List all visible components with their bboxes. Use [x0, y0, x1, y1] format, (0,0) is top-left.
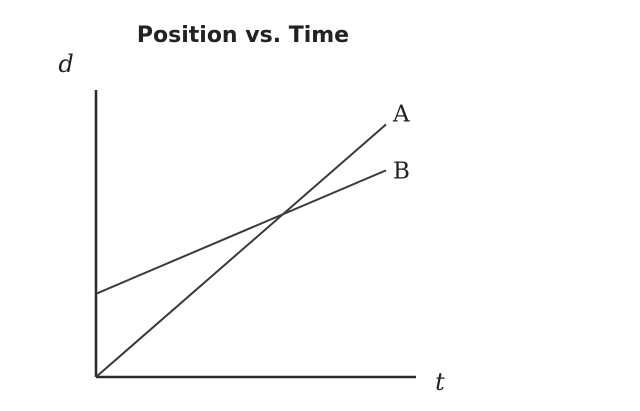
series-label-a: A: [392, 101, 410, 127]
y-axis-label: d: [58, 50, 73, 78]
series-line-a: [95, 123, 387, 378]
x-axis-label: t: [435, 368, 445, 396]
series-layer: AB: [95, 101, 410, 378]
series-label-b: B: [393, 158, 410, 184]
chart-title: Position vs. Time: [137, 23, 349, 48]
series-line-b: [95, 169, 387, 295]
